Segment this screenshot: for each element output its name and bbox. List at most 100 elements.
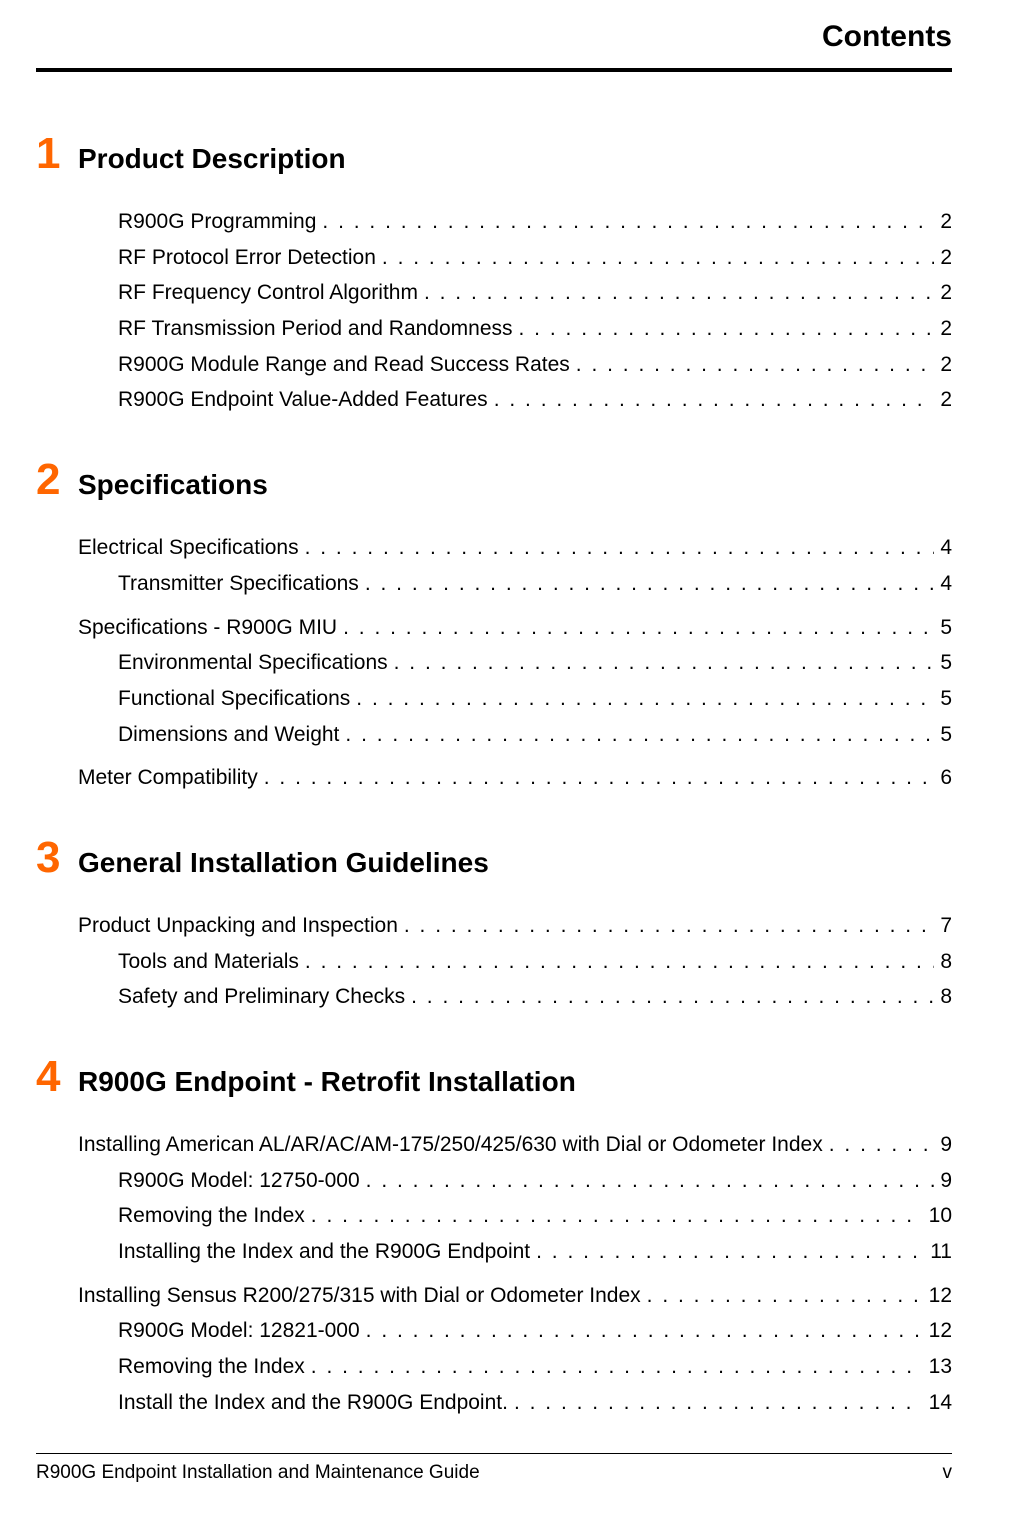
toc-leader-dots xyxy=(366,1163,935,1199)
toc-leader-dots xyxy=(264,760,935,796)
toc-entry-label: Installing American AL/AR/AC/AM-175/250/… xyxy=(78,1127,829,1163)
toc-entry-label: RF Frequency Control Algorithm xyxy=(118,275,424,311)
page-header: Contents xyxy=(0,0,1012,62)
toc-leader-dots xyxy=(345,717,934,753)
toc-list: Product Unpacking and Inspection 7Tools a… xyxy=(78,908,952,1015)
toc-leader-dots xyxy=(365,566,935,602)
toc-entry[interactable]: Tools and Materials8 xyxy=(118,944,952,980)
toc-entry[interactable]: RF Transmission Period and Randomness2 xyxy=(118,311,952,347)
header-title: Contents xyxy=(822,20,952,53)
toc-entry-label: Functional Specifications xyxy=(118,681,356,717)
toc-entry-page: 6 xyxy=(934,760,952,796)
toc-entry[interactable]: Environmental Specifications5 xyxy=(118,645,952,681)
toc-entry-label: R900G Programming xyxy=(118,204,322,240)
toc-entry[interactable]: Meter Compatibility6 xyxy=(78,760,952,796)
toc-entry[interactable]: Installing Sensus R200/275/315 with Dial… xyxy=(78,1278,952,1314)
toc-entry[interactable]: Safety and Preliminary Checks8 xyxy=(118,979,952,1015)
toc-leader-dots xyxy=(394,645,935,681)
toc-list: R900G Programming2RF Protocol Error Dete… xyxy=(78,204,952,418)
toc-entry-page: 5 xyxy=(934,717,952,753)
chapter-number: 2 xyxy=(36,458,78,502)
toc-entry-page: 4 xyxy=(934,566,952,602)
toc-leader-dots xyxy=(311,1198,923,1234)
chapter: 1Product DescriptionR900G Programming2RF… xyxy=(36,132,952,418)
chapter-number: 1 xyxy=(36,132,78,176)
chapter-number: 3 xyxy=(36,836,78,880)
chapter-heading: 3General Installation Guidelines xyxy=(36,836,952,880)
toc-entry-page: 11 xyxy=(924,1234,952,1270)
toc-leader-dots xyxy=(322,204,934,240)
toc-entry[interactable]: Product Unpacking and Inspection 7 xyxy=(78,908,952,944)
toc-entry-page: 2 xyxy=(934,347,952,383)
toc-entry-label: R900G Model: 12750-000 xyxy=(118,1163,366,1199)
toc-leader-dots xyxy=(829,1127,935,1163)
chapter-heading: 2Specifications xyxy=(36,458,952,502)
toc-entry-page: 9 xyxy=(934,1163,952,1199)
toc-entry-page: 5 xyxy=(934,681,952,717)
toc-list: Installing American AL/AR/AC/AM-175/250/… xyxy=(78,1127,952,1421)
toc-entry-page: 9 xyxy=(934,1127,952,1163)
toc-leader-dots xyxy=(576,347,935,383)
toc-leader-dots xyxy=(514,1385,923,1421)
toc-leader-dots xyxy=(356,681,934,717)
toc-leader-dots xyxy=(305,530,935,566)
toc-entry-page: 2 xyxy=(934,382,952,418)
toc-entry-label: R900G Model: 12821-000 xyxy=(118,1313,366,1349)
toc-leader-dots xyxy=(311,1349,923,1385)
toc-entry-page: 8 xyxy=(934,944,952,980)
chapter-title: Product Description xyxy=(78,143,346,175)
toc-entry-label: R900G Module Range and Read Success Rate… xyxy=(118,347,576,383)
toc-entry[interactable]: Dimensions and Weight 5 xyxy=(118,717,952,753)
toc-leader-dots xyxy=(519,311,935,347)
toc-entry-page: 2 xyxy=(934,204,952,240)
toc-leader-dots xyxy=(366,1313,923,1349)
toc-entry[interactable]: R900G Endpoint Value-Added Features 2 xyxy=(118,382,952,418)
toc-entry[interactable]: R900G Model: 12750-000 9 xyxy=(118,1163,952,1199)
toc-entry-label: Environmental Specifications xyxy=(118,645,394,681)
toc-entry[interactable]: RF Frequency Control Algorithm2 xyxy=(118,275,952,311)
toc-leader-dots xyxy=(536,1234,924,1270)
chapter-title: R900G Endpoint - Retrofit Installation xyxy=(78,1066,576,1098)
toc-entry-label: Removing the Index xyxy=(118,1198,311,1234)
toc-entry[interactable]: Functional Specifications 5 xyxy=(118,681,952,717)
toc-leader-dots xyxy=(305,944,934,980)
toc-entry-page: 5 xyxy=(934,610,952,646)
chapter-heading: 4R900G Endpoint - Retrofit Installation xyxy=(36,1055,952,1099)
toc-content: 1Product DescriptionR900G Programming2RF… xyxy=(0,72,1012,1421)
toc-entry-label: R900G Endpoint Value-Added Features xyxy=(118,382,494,418)
toc-entry-page: 8 xyxy=(934,979,952,1015)
toc-entry[interactable]: Install the Index and the R900G Endpoint… xyxy=(118,1385,952,1421)
toc-entry-label: Dimensions and Weight xyxy=(118,717,345,753)
toc-entry-label: RF Protocol Error Detection xyxy=(118,240,382,276)
toc-entry-page: 13 xyxy=(923,1349,952,1385)
toc-entry-page: 12 xyxy=(923,1278,952,1314)
toc-leader-dots xyxy=(424,275,934,311)
toc-entry-label: Specifications - R900G MIU xyxy=(78,610,343,646)
footer-right: v xyxy=(943,1462,953,1484)
toc-entry[interactable]: Installing the Index and the R900G Endpo… xyxy=(118,1234,952,1270)
chapter: 4R900G Endpoint - Retrofit Installation I… xyxy=(36,1055,952,1421)
toc-entry[interactable]: RF Protocol Error Detection2 xyxy=(118,240,952,276)
toc-entry-label: RF Transmission Period and Randomness xyxy=(118,311,519,347)
toc-entry-label: Transmitter Specifications xyxy=(118,566,365,602)
toc-entry-label: Installing the Index and the R900G Endpo… xyxy=(118,1234,536,1270)
toc-leader-dots xyxy=(343,610,934,646)
toc-entry-page: 7 xyxy=(934,908,952,944)
toc-entry[interactable]: Electrical Specifications 4 xyxy=(78,530,952,566)
toc-entry-page: 4 xyxy=(934,530,952,566)
toc-entry-label: Electrical Specifications xyxy=(78,530,305,566)
toc-entry[interactable]: R900G Module Range and Read Success Rate… xyxy=(118,347,952,383)
toc-entry[interactable]: Removing the Index13 xyxy=(118,1349,952,1385)
toc-entry[interactable]: R900G Model: 12821-00012 xyxy=(118,1313,952,1349)
toc-entry[interactable]: Transmitter Specifications 4 xyxy=(118,566,952,602)
toc-entry[interactable]: Specifications - R900G MIU 5 xyxy=(78,610,952,646)
chapter: 2Specifications Electrical Specifications… xyxy=(36,458,952,796)
toc-entry-label: Product Unpacking and Inspection xyxy=(78,908,404,944)
chapter: 3General Installation Guidelines Product … xyxy=(36,836,952,1015)
toc-leader-dots xyxy=(647,1278,923,1314)
chapter-number: 4 xyxy=(36,1055,78,1099)
toc-entry[interactable]: Installing American AL/AR/AC/AM-175/250/… xyxy=(78,1127,952,1163)
toc-leader-dots xyxy=(404,908,934,944)
toc-entry[interactable]: Removing the Index10 xyxy=(118,1198,952,1234)
toc-entry[interactable]: R900G Programming 2 xyxy=(118,204,952,240)
